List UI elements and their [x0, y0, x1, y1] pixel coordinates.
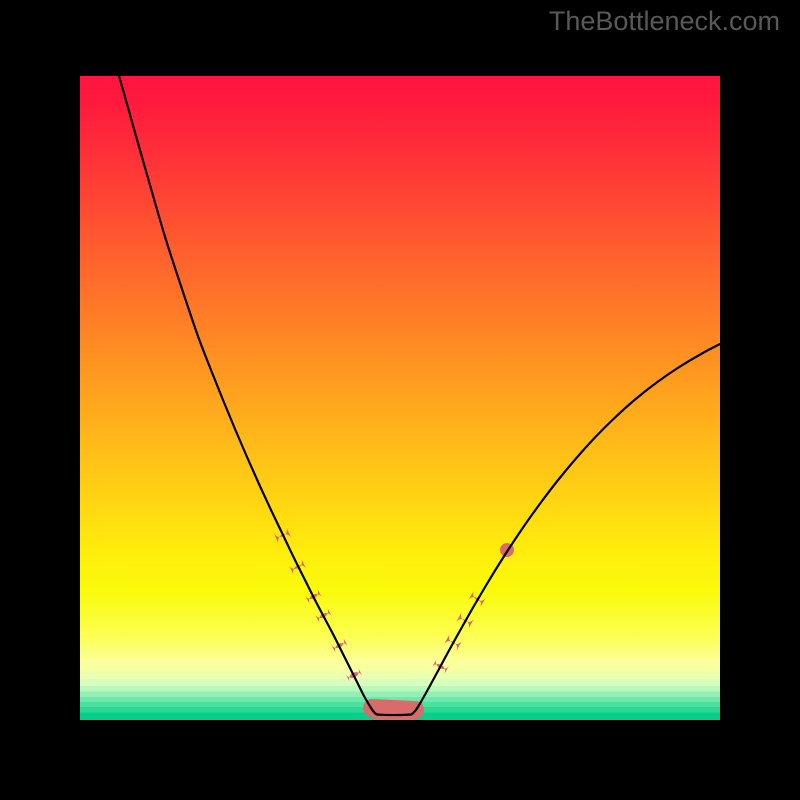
chart-stage: TheBottleneck.com — [0, 0, 800, 800]
chart-frame — [40, 36, 760, 760]
watermark-text: TheBottleneck.com — [549, 6, 780, 37]
